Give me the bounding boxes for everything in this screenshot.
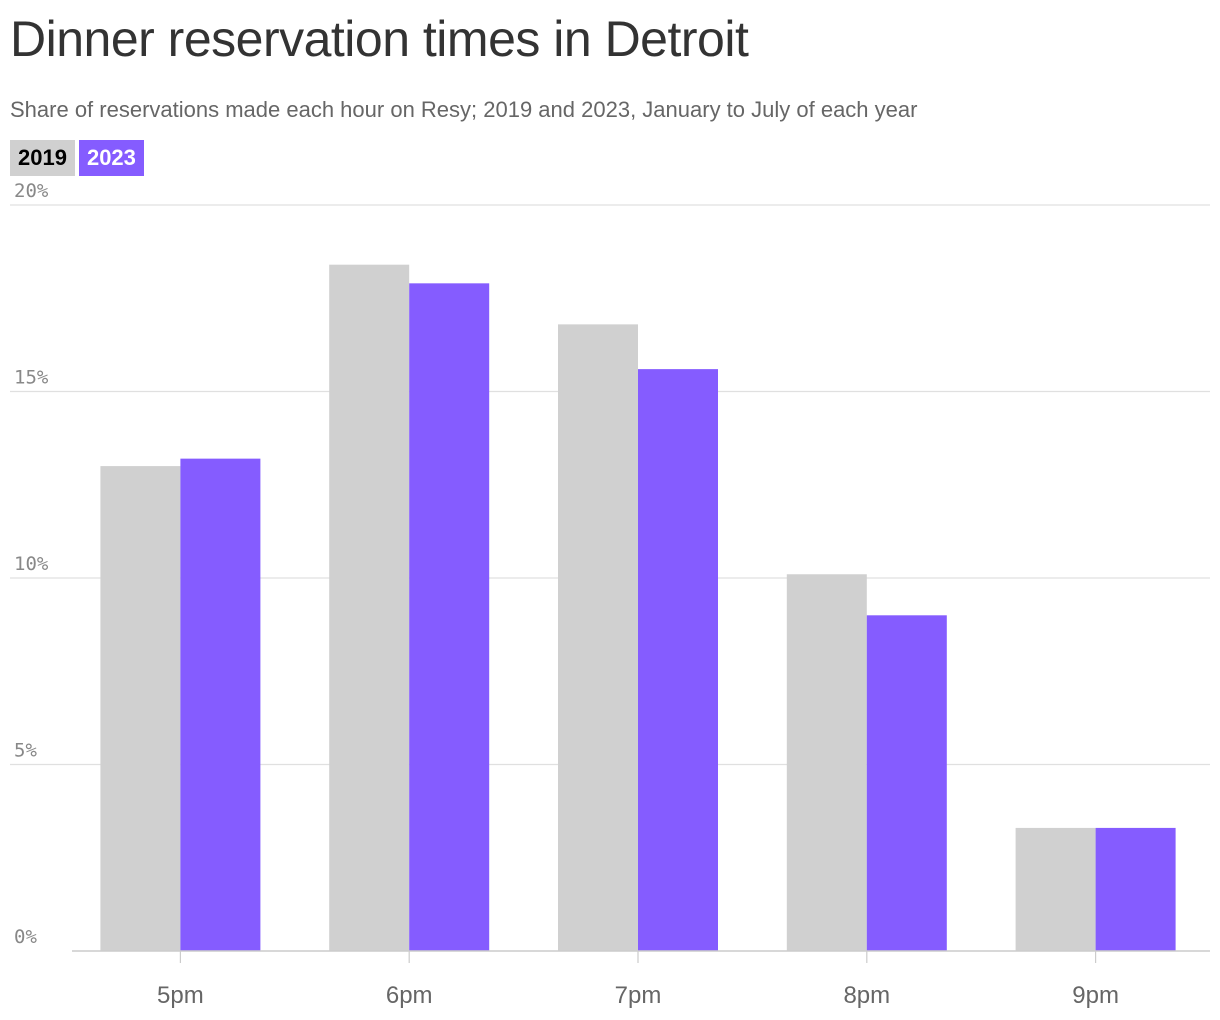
bar-2023-6pm <box>409 283 490 952</box>
bar-2023-5pm <box>180 458 261 951</box>
legend: 2019 2023 <box>10 140 144 176</box>
bar-2023-9pm <box>1095 827 1176 951</box>
y-tick-label: 15% <box>14 367 49 389</box>
bar-2019-7pm <box>558 324 638 951</box>
bars <box>100 264 1176 952</box>
x-tick-label: 6pm <box>386 982 433 1009</box>
bar-2019-6pm <box>329 264 410 951</box>
bar-2019-9pm <box>1015 827 1096 951</box>
y-tick-label: 5% <box>14 740 37 762</box>
y-tick-label: 0% <box>14 926 37 948</box>
x-tick-label: 9pm <box>1072 982 1119 1009</box>
y-tick-label: 10% <box>14 553 49 575</box>
legend-item-2023: 2023 <box>78 140 144 176</box>
x-tick-label: 5pm <box>157 982 204 1009</box>
bar-2023-8pm <box>866 615 947 951</box>
chart-title: Dinner reservation times in Detroit <box>10 11 749 67</box>
bar-2023-7pm <box>638 369 718 951</box>
y-tick-label: 20% <box>14 180 49 202</box>
bar-2019-8pm <box>786 574 867 951</box>
chart-subtitle: Share of reservations made each hour on … <box>10 97 918 122</box>
x-tick-label: 7pm <box>615 982 662 1009</box>
x-tick-label: 8pm <box>843 982 890 1009</box>
axes: 0% 5% 10% 15% 20% 5pm 6pm 7pm 8pm 9pm <box>14 180 1210 1009</box>
bar-2019-5pm <box>100 466 181 951</box>
legend-item-2019: 2019 <box>10 140 75 176</box>
